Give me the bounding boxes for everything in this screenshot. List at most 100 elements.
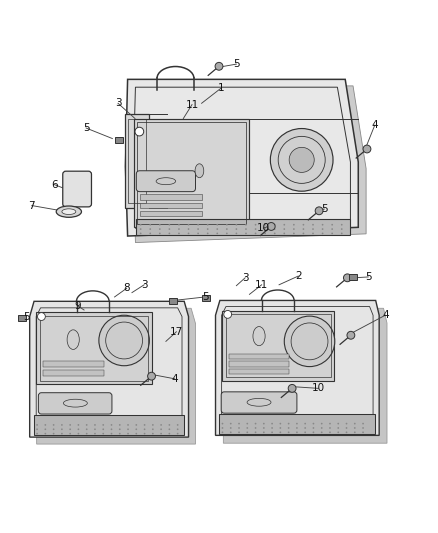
Text: 17: 17 xyxy=(170,327,183,337)
Circle shape xyxy=(78,429,79,430)
Circle shape xyxy=(304,423,306,424)
Circle shape xyxy=(321,431,322,433)
Circle shape xyxy=(36,424,38,426)
Circle shape xyxy=(78,433,79,434)
Circle shape xyxy=(215,62,223,70)
Circle shape xyxy=(69,424,71,426)
Circle shape xyxy=(135,424,137,426)
Bar xyxy=(115,138,123,143)
Bar xyxy=(170,298,177,304)
Circle shape xyxy=(288,384,296,392)
Circle shape xyxy=(264,224,266,225)
Text: 4: 4 xyxy=(371,120,378,130)
Circle shape xyxy=(304,427,306,429)
Polygon shape xyxy=(222,311,334,381)
Circle shape xyxy=(274,232,276,235)
Text: 3: 3 xyxy=(115,98,121,108)
Polygon shape xyxy=(125,114,149,208)
Circle shape xyxy=(267,223,275,230)
Polygon shape xyxy=(140,203,201,208)
Circle shape xyxy=(337,427,339,429)
Circle shape xyxy=(329,427,331,429)
Circle shape xyxy=(53,429,54,430)
Bar xyxy=(18,315,26,321)
Circle shape xyxy=(245,232,247,235)
Text: 10: 10 xyxy=(257,223,270,233)
Circle shape xyxy=(148,372,155,380)
Polygon shape xyxy=(133,86,366,243)
Bar xyxy=(202,295,210,301)
Circle shape xyxy=(354,431,356,433)
Circle shape xyxy=(238,423,240,424)
Circle shape xyxy=(159,232,161,235)
Text: 3: 3 xyxy=(242,273,248,283)
Text: 5: 5 xyxy=(321,204,328,214)
Circle shape xyxy=(247,423,248,424)
Polygon shape xyxy=(229,353,289,359)
Circle shape xyxy=(36,429,38,430)
Circle shape xyxy=(279,427,281,429)
Text: 5: 5 xyxy=(365,272,371,282)
Circle shape xyxy=(270,128,333,191)
Ellipse shape xyxy=(62,209,76,214)
Circle shape xyxy=(271,427,273,429)
Circle shape xyxy=(45,433,46,434)
FancyBboxPatch shape xyxy=(39,393,112,414)
Circle shape xyxy=(293,228,295,230)
Ellipse shape xyxy=(253,327,265,346)
Circle shape xyxy=(187,232,189,235)
Circle shape xyxy=(322,224,323,225)
Text: 4: 4 xyxy=(171,374,178,384)
Circle shape xyxy=(263,427,265,429)
Circle shape xyxy=(159,228,161,230)
Circle shape xyxy=(254,423,256,424)
Text: 10: 10 xyxy=(312,383,325,393)
Circle shape xyxy=(263,431,265,433)
Circle shape xyxy=(144,433,145,434)
Circle shape xyxy=(230,427,232,429)
Circle shape xyxy=(341,228,343,230)
Circle shape xyxy=(264,228,266,230)
Circle shape xyxy=(178,232,180,235)
Circle shape xyxy=(207,224,208,225)
Polygon shape xyxy=(140,211,201,216)
Circle shape xyxy=(177,424,179,426)
Circle shape xyxy=(169,429,170,430)
Circle shape xyxy=(226,224,228,225)
Circle shape xyxy=(207,232,208,235)
Circle shape xyxy=(226,228,228,230)
Circle shape xyxy=(329,423,331,424)
Circle shape xyxy=(346,431,347,433)
Circle shape xyxy=(236,224,237,225)
Circle shape xyxy=(331,224,333,225)
Circle shape xyxy=(362,431,364,433)
Text: 6: 6 xyxy=(51,180,58,190)
Circle shape xyxy=(222,431,223,433)
Circle shape xyxy=(343,274,351,282)
Circle shape xyxy=(160,433,162,434)
Circle shape xyxy=(303,224,304,225)
Circle shape xyxy=(94,429,96,430)
Circle shape xyxy=(159,224,161,225)
Circle shape xyxy=(284,316,335,367)
Circle shape xyxy=(322,228,323,230)
Circle shape xyxy=(149,228,151,230)
Circle shape xyxy=(160,424,162,426)
Text: 11: 11 xyxy=(185,100,199,110)
Circle shape xyxy=(119,429,120,430)
Circle shape xyxy=(53,433,54,434)
Circle shape xyxy=(346,427,347,429)
Circle shape xyxy=(279,423,281,424)
Circle shape xyxy=(312,232,314,235)
Circle shape xyxy=(177,433,179,434)
Circle shape xyxy=(152,424,154,426)
Circle shape xyxy=(86,433,88,434)
Circle shape xyxy=(245,228,247,230)
Circle shape xyxy=(245,224,247,225)
Polygon shape xyxy=(215,301,379,435)
Circle shape xyxy=(283,232,285,235)
Circle shape xyxy=(288,423,290,424)
Circle shape xyxy=(94,433,96,434)
Circle shape xyxy=(313,431,314,433)
Circle shape xyxy=(329,431,331,433)
